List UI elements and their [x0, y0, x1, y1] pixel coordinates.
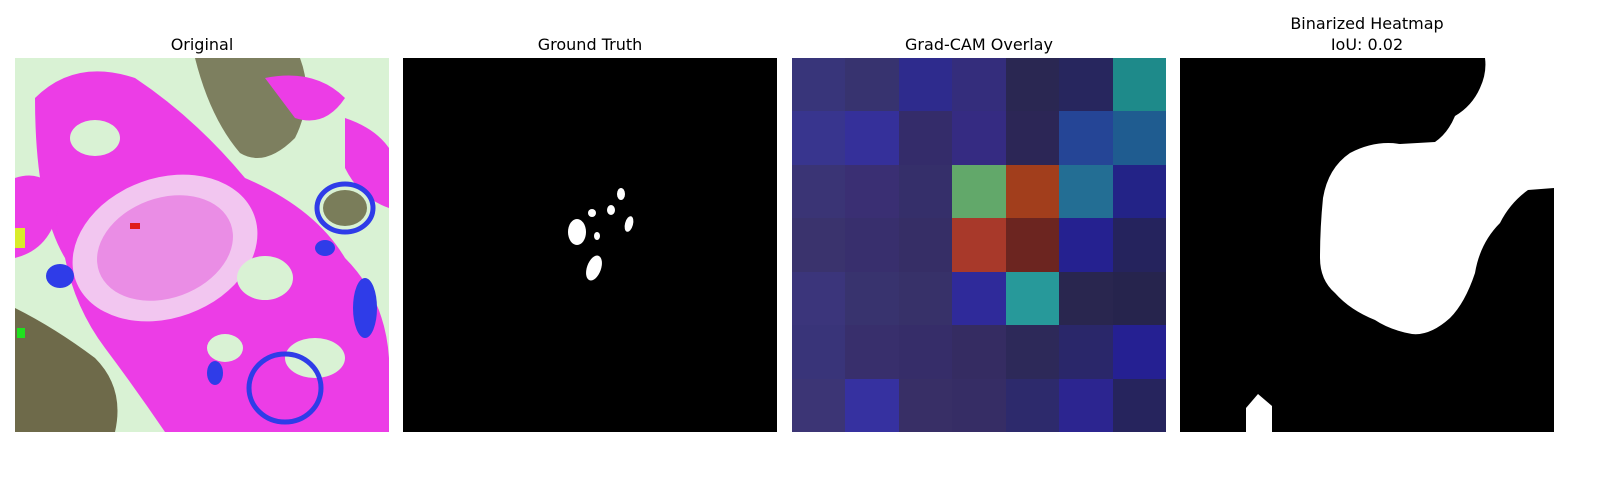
panel-title: Ground Truth — [403, 35, 777, 54]
gradcam-cell — [952, 111, 1005, 164]
gradcam-cell — [952, 325, 1005, 378]
gradcam-cell — [1006, 379, 1059, 432]
original-image — [15, 58, 389, 432]
gradcam-grid — [792, 58, 1166, 432]
panel-binarized-heatmap: Binarized Heatmap IoU: 0.02 — [1180, 0, 1554, 500]
gradcam-cell — [1059, 111, 1112, 164]
panel-title: Original — [15, 35, 389, 54]
gradcam-cell — [845, 325, 898, 378]
gradcam-cell — [952, 272, 1005, 325]
gradcam-cell — [1113, 379, 1166, 432]
gradcam-cell — [1113, 325, 1166, 378]
gradcam-cell — [1006, 111, 1059, 164]
gradcam-cell — [845, 218, 898, 271]
gradcam-cell — [1059, 379, 1112, 432]
gradcam-cell — [899, 111, 952, 164]
gradcam-cell — [1006, 218, 1059, 271]
gradcam-cell — [1059, 165, 1112, 218]
gradcam-cell — [899, 165, 952, 218]
gradcam-cell — [792, 165, 845, 218]
gradcam-cell — [1113, 165, 1166, 218]
gradcam-cell — [952, 58, 1005, 111]
panel-gradcam-overlay: Grad-CAM Overlay — [792, 0, 1166, 500]
gradcam-cell — [792, 218, 845, 271]
gradcam-cell — [845, 379, 898, 432]
gradcam-cell — [792, 379, 845, 432]
gradcam-cell — [845, 165, 898, 218]
panel-original: Original — [15, 0, 389, 500]
gradcam-cell — [792, 58, 845, 111]
panel-title: Grad-CAM Overlay — [792, 35, 1166, 54]
gradcam-cell — [899, 218, 952, 271]
gradcam-cell — [1113, 58, 1166, 111]
gradcam-cell — [899, 272, 952, 325]
gradcam-cell — [1113, 218, 1166, 271]
panel-title: Binarized Heatmap — [1180, 14, 1554, 33]
ground-truth-mask — [403, 58, 777, 432]
gradcam-cell — [1006, 165, 1059, 218]
gradcam-cell — [1059, 272, 1112, 325]
gradcam-cell — [952, 165, 1005, 218]
gradcam-cell — [899, 58, 952, 111]
gradcam-cell — [1006, 325, 1059, 378]
binarized-mask — [1180, 58, 1554, 432]
panel-ground-truth: Ground Truth — [403, 0, 777, 500]
gradcam-cell — [845, 111, 898, 164]
gradcam-cell — [845, 58, 898, 111]
gradcam-cell — [1059, 218, 1112, 271]
gradcam-cell — [1113, 111, 1166, 164]
gradcam-cell — [1006, 58, 1059, 111]
gradcam-cell — [845, 272, 898, 325]
iou-label: IoU: 0.02 — [1180, 35, 1554, 54]
gradcam-cell — [1113, 272, 1166, 325]
gradcam-cell — [899, 325, 952, 378]
gradcam-cell — [1059, 325, 1112, 378]
gradcam-cell — [899, 379, 952, 432]
gradcam-cell — [792, 111, 845, 164]
gradcam-heatmap — [792, 58, 1166, 432]
gradcam-cell — [792, 325, 845, 378]
gradcam-cell — [952, 379, 1005, 432]
gradcam-cell — [1006, 272, 1059, 325]
gradcam-cell — [792, 272, 845, 325]
gradcam-cell — [1059, 58, 1112, 111]
gradcam-cell — [952, 218, 1005, 271]
